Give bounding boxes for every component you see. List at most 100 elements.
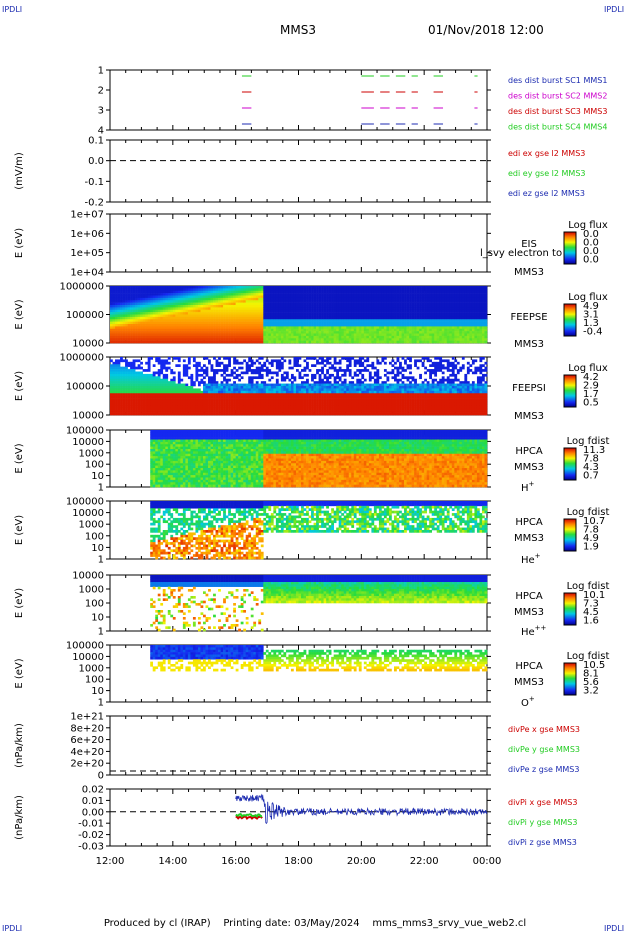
spectrogram-cell bbox=[228, 331, 231, 334]
spectrogram-cell bbox=[481, 305, 485, 308]
spectrogram-cell bbox=[466, 331, 470, 334]
spectrogram-cell bbox=[278, 328, 282, 332]
spectrogram-cell bbox=[140, 312, 143, 315]
spectrogram-cell bbox=[175, 286, 179, 289]
spectrogram-cell bbox=[135, 316, 138, 320]
spectrogram-cell bbox=[366, 290, 370, 294]
spectrogram-cell bbox=[394, 312, 397, 315]
spectrogram-cell bbox=[202, 326, 206, 330]
spectrogram-cell bbox=[185, 309, 189, 313]
spectrogram-cell bbox=[150, 328, 154, 332]
spectrogram-cell bbox=[464, 314, 468, 318]
spectrogram-cell bbox=[436, 314, 440, 318]
spectrogram-cell bbox=[165, 393, 169, 396]
spectrogram-cell bbox=[195, 398, 199, 401]
spectrogram-cell bbox=[197, 402, 201, 406]
spectrogram-cell bbox=[125, 373, 128, 377]
spectrogram-cell bbox=[175, 400, 179, 404]
spectrogram-cell bbox=[311, 286, 314, 289]
spectrogram-cell bbox=[469, 328, 473, 332]
spectrogram-cell bbox=[293, 338, 297, 341]
spectrogram-cell bbox=[288, 324, 292, 327]
spectrogram-cell bbox=[182, 295, 186, 299]
spectrogram-cell bbox=[155, 305, 159, 308]
spectrogram-cell bbox=[371, 309, 375, 313]
spectrogram-cell bbox=[431, 307, 435, 311]
spectrogram-cell bbox=[481, 333, 485, 337]
spectrogram-cell bbox=[469, 288, 473, 292]
colorbar bbox=[563, 303, 577, 337]
spectrogram-cell bbox=[245, 335, 249, 339]
spectrogram-cell bbox=[115, 395, 118, 399]
spectrogram-cell bbox=[155, 326, 159, 330]
spectrogram-cell bbox=[245, 307, 249, 311]
spectrogram-cell bbox=[434, 309, 438, 313]
spectrogram-cell bbox=[265, 340, 269, 344]
spectrogram-cell bbox=[208, 309, 211, 313]
spectrogram-cell bbox=[122, 326, 126, 330]
spectrogram-cell bbox=[177, 378, 181, 382]
spectrogram-cell bbox=[152, 307, 156, 311]
spectrogram-cell bbox=[268, 290, 272, 294]
spectrogram-cell bbox=[328, 333, 332, 337]
spectrogram-cell bbox=[205, 293, 209, 296]
spectrogram-cell bbox=[421, 300, 425, 303]
spectrogram-cell bbox=[160, 309, 164, 313]
spectrogram-cell bbox=[273, 297, 277, 301]
spectrogram-cell bbox=[125, 381, 128, 384]
spectrogram-cell bbox=[484, 295, 488, 299]
spectrogram-cell bbox=[210, 402, 214, 406]
spectrogram-cell bbox=[378, 331, 382, 334]
spectrogram-cell bbox=[328, 290, 332, 294]
spectrogram-cell bbox=[235, 309, 239, 313]
spectrogram-cell bbox=[336, 302, 340, 306]
spectrogram-cell bbox=[404, 312, 407, 315]
spectrogram-cell bbox=[283, 326, 287, 330]
spectrogram-cell bbox=[122, 324, 126, 327]
spectrogram-cell bbox=[157, 407, 161, 411]
spectrogram-cell bbox=[288, 309, 292, 313]
spectrogram-cell bbox=[401, 314, 405, 318]
spectrogram-cell bbox=[185, 407, 189, 411]
spectrogram-cell bbox=[419, 335, 422, 339]
spectrogram-cell bbox=[218, 383, 221, 387]
spectrogram-cell bbox=[366, 338, 370, 341]
spectrogram-cell bbox=[341, 307, 345, 311]
spectrogram-cell bbox=[155, 333, 159, 337]
spectrogram-cell bbox=[288, 297, 292, 301]
spectrogram-cell bbox=[195, 326, 199, 330]
spectrogram-cell bbox=[326, 297, 329, 301]
spectrogram-cell bbox=[150, 388, 154, 392]
spectrogram-cell bbox=[376, 286, 380, 289]
spectrogram-cell bbox=[135, 407, 138, 411]
spectrogram-cell bbox=[326, 319, 329, 322]
spectrogram-cell bbox=[172, 331, 176, 334]
spectrogram-cell bbox=[130, 381, 133, 384]
spectrogram-cell bbox=[383, 305, 387, 308]
spectrogram-cell bbox=[333, 297, 337, 301]
spectrogram-cell bbox=[117, 376, 121, 380]
spectrogram-cell bbox=[306, 305, 309, 308]
spectrogram-cell bbox=[210, 412, 214, 416]
spectrogram-cell bbox=[223, 383, 226, 387]
spectrogram-cell bbox=[378, 324, 382, 327]
spectrogram-cell bbox=[333, 314, 337, 318]
spectrogram-cell bbox=[202, 376, 206, 380]
spectrogram-cell bbox=[338, 286, 342, 289]
spectrogram-cell bbox=[346, 297, 350, 301]
spectrogram-cell bbox=[346, 309, 350, 313]
spectrogram-cell bbox=[142, 324, 146, 327]
spectrogram-cell bbox=[177, 371, 181, 375]
spectrogram-cell bbox=[115, 321, 118, 325]
spectrogram-cell bbox=[165, 376, 169, 380]
spectrogram-cell bbox=[459, 300, 463, 303]
spectrogram-cell bbox=[481, 307, 485, 311]
spectrogram-cell bbox=[213, 412, 216, 416]
spectrogram-cell bbox=[200, 335, 204, 339]
spectrogram-cell bbox=[414, 316, 417, 320]
spectrogram-cell bbox=[451, 340, 455, 344]
spectrogram-cell bbox=[167, 312, 171, 315]
spectrogram-cell bbox=[120, 302, 123, 306]
spectrogram-cell bbox=[318, 295, 322, 299]
spectrogram-cell bbox=[145, 324, 148, 327]
